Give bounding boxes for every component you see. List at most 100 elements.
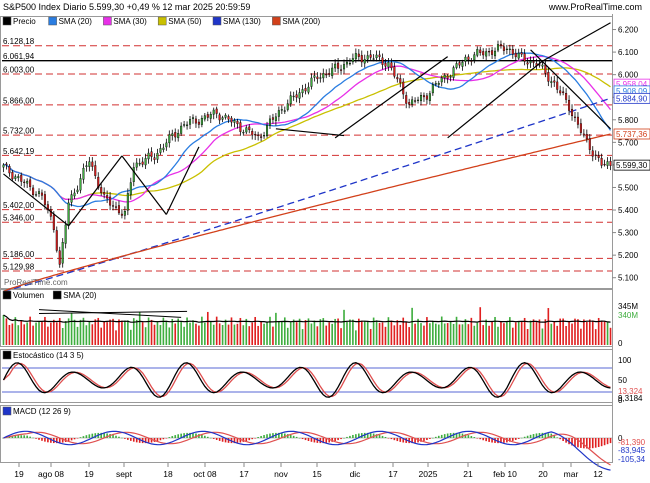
candle-body	[354, 53, 357, 60]
stoch-k-line	[2, 362, 611, 398]
volume-bar	[375, 320, 378, 345]
volume-bar	[378, 322, 381, 345]
x-tick-label: nov	[274, 469, 288, 479]
candle-body	[419, 95, 423, 102]
candle-body	[100, 187, 103, 193]
macd-hist-bar	[310, 438, 313, 442]
candle-body	[230, 117, 233, 123]
volume-bar	[129, 329, 132, 345]
legend-swatch	[157, 16, 167, 26]
macd-hist-bar	[455, 432, 458, 438]
candle-body	[14, 176, 17, 179]
volume-bar	[331, 323, 333, 345]
legend-label: SMA (20)	[63, 291, 97, 300]
x-tick-label: mar	[564, 469, 579, 479]
macd-hist-bar	[440, 434, 443, 438]
macd-hist-bar	[358, 433, 360, 438]
macd-hist-bar	[559, 438, 561, 440]
volume-bar	[275, 312, 277, 345]
volume-bar	[346, 321, 348, 345]
volume-bar	[8, 324, 11, 345]
volume-bar	[509, 317, 511, 345]
volume-bar	[470, 317, 473, 345]
legend-label: MACD (12 26 9)	[13, 407, 71, 416]
volume-bar	[322, 318, 325, 345]
site-url[interactable]: www.ProRealTime.com	[548, 2, 642, 12]
candle-body	[52, 214, 55, 230]
volume-bar	[204, 322, 206, 345]
volume-bar	[85, 325, 88, 345]
volume-bar	[266, 321, 268, 345]
candle-body	[431, 84, 434, 94]
macd-hist-bar	[248, 438, 251, 441]
volume-bar	[263, 323, 265, 345]
price-tick-label: 5.400	[618, 206, 639, 215]
candle-body	[257, 134, 260, 136]
candle-body	[606, 161, 609, 166]
stoch-value-label: 13,324	[618, 387, 643, 396]
candle-body	[565, 93, 568, 100]
macd-hist-bar	[334, 438, 336, 442]
right-value-label: 5.737,36	[616, 130, 648, 139]
macd-hist-bar	[286, 434, 289, 438]
macd-hist-bar	[396, 438, 399, 442]
macd-hist-bar	[571, 438, 573, 446]
candle-body	[597, 155, 600, 158]
volume-bar	[497, 326, 499, 345]
volume-bar	[171, 318, 174, 345]
level-label: 6.003,00	[3, 65, 35, 74]
candle-body	[387, 62, 390, 68]
candle-body	[112, 205, 115, 207]
macd-hist-bar	[500, 438, 502, 444]
volume-bar	[174, 323, 177, 345]
instrument-title: S&P500 Index Diario 5.599,30 +0,49 % 12 …	[3, 2, 251, 12]
right-value-label: 5.958,04	[616, 80, 648, 89]
volume-bar	[559, 318, 561, 345]
candle-body	[5, 163, 8, 166]
right-value-label: 5.884,90	[616, 94, 648, 103]
candle-body	[505, 48, 508, 51]
candle-body	[109, 196, 112, 206]
level-label: 5.402,00	[3, 201, 35, 210]
candle-body	[236, 120, 239, 125]
volume-bar	[488, 325, 490, 345]
candle-body	[58, 250, 61, 265]
macd-hist-bar	[189, 432, 191, 438]
candle-body	[449, 76, 452, 78]
legend-swatch	[52, 290, 62, 300]
volume-bar	[458, 324, 461, 345]
price-tick-label: 5.200	[618, 251, 639, 260]
macd-hist-bar	[174, 435, 177, 438]
candle-body	[194, 118, 197, 124]
candle-body	[461, 62, 464, 67]
candle-body	[470, 60, 473, 62]
macd-hist-bar	[597, 438, 600, 448]
volume-bar	[269, 316, 271, 345]
macd-hist-bar	[340, 438, 342, 440]
volume-bar	[41, 322, 43, 345]
macd-hist-bar	[91, 433, 94, 438]
macd-hist-bar	[50, 438, 52, 443]
candle-body	[464, 56, 467, 62]
x-tick-label: 12	[593, 469, 603, 479]
macd-hist-bar	[2, 438, 5, 439]
macd-hist-bar	[328, 438, 331, 443]
volume-bar	[301, 329, 304, 345]
macd-hist-bar	[112, 434, 114, 438]
macd-hist-bar	[192, 433, 194, 438]
volume-bar	[538, 319, 541, 345]
candle-body	[221, 117, 224, 120]
candle-body	[304, 88, 307, 92]
candle-body	[40, 192, 43, 196]
volume-bar	[387, 317, 390, 345]
candle-body	[135, 162, 138, 168]
macd-hist-bar	[574, 438, 576, 447]
x-tick-label: 2025	[419, 469, 438, 479]
candle-body	[479, 49, 482, 53]
volume-bar	[44, 316, 46, 345]
macd-hist-bar	[266, 434, 268, 438]
legend-label: Estocástico (14 3 5)	[13, 351, 84, 360]
volume-bar	[53, 319, 55, 345]
candle-body	[405, 95, 408, 104]
volume-bar	[198, 325, 200, 345]
